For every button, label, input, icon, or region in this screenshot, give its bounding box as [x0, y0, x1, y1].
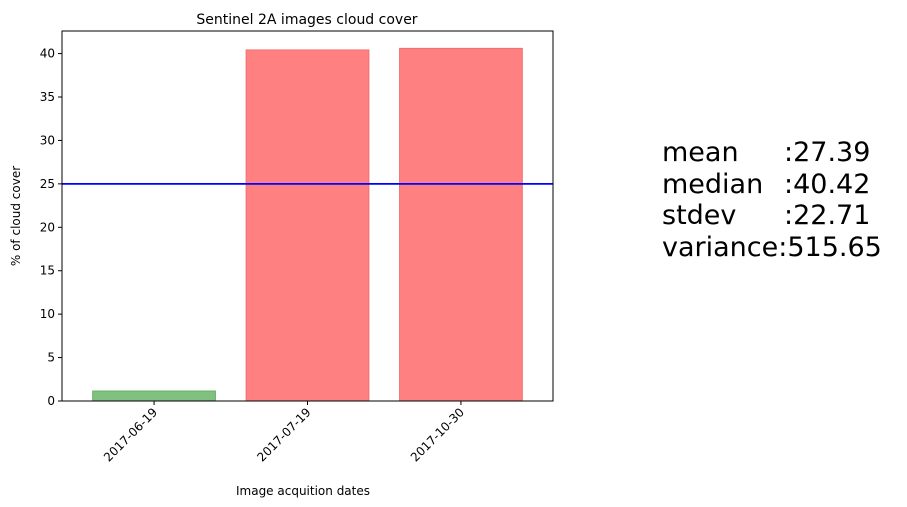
x-axis-label: Image acquition dates — [236, 484, 370, 498]
bar-2017-10-30 — [399, 47, 523, 402]
stat-variance: variance :515.65 — [662, 232, 882, 264]
y-tick-label: 15 — [40, 264, 55, 278]
stat-mean-label: mean — [662, 137, 739, 168]
stat-variance-value: :515.65 — [778, 231, 882, 263]
stat-stdev: stdev :22.71 — [662, 200, 882, 232]
y-tick-label: 0 — [47, 394, 55, 408]
chart-title: Sentinel 2A images cloud cover — [196, 12, 417, 28]
y-tick-label: 20 — [40, 220, 55, 234]
stat-variance-label: variance — [662, 231, 779, 263]
bar-2017-06-19 — [92, 390, 216, 402]
y-axis-label: % of cloud cover — [9, 166, 23, 266]
stat-stdev-value: :22.71 — [784, 200, 871, 231]
stat-mean: mean :27.39 — [662, 137, 882, 169]
y-tick-label: 5 — [47, 351, 55, 365]
x-tick-label: 2017-06-19 — [101, 405, 160, 464]
stat-median: median :40.42 — [662, 169, 882, 201]
stat-mean-value: :27.39 — [784, 137, 871, 168]
stat-median-label: median — [662, 168, 764, 200]
y-tick-label: 30 — [40, 133, 55, 147]
y-tick-label: 25 — [40, 177, 55, 191]
stat-median-value: :40.42 — [784, 168, 871, 200]
stat-stdev-label: stdev — [662, 200, 737, 231]
y-tick-label: 35 — [40, 90, 55, 104]
x-tick-label: 2017-10-30 — [408, 405, 467, 464]
x-tick-label: 2017-07-19 — [254, 405, 313, 464]
bar-2017-07-19 — [245, 49, 370, 402]
statistics-panel: mean :27.39 median :40.42 stdev :22.71 v… — [662, 137, 882, 263]
y-tick-label: 40 — [40, 47, 55, 61]
y-tick-label: 10 — [40, 307, 55, 321]
